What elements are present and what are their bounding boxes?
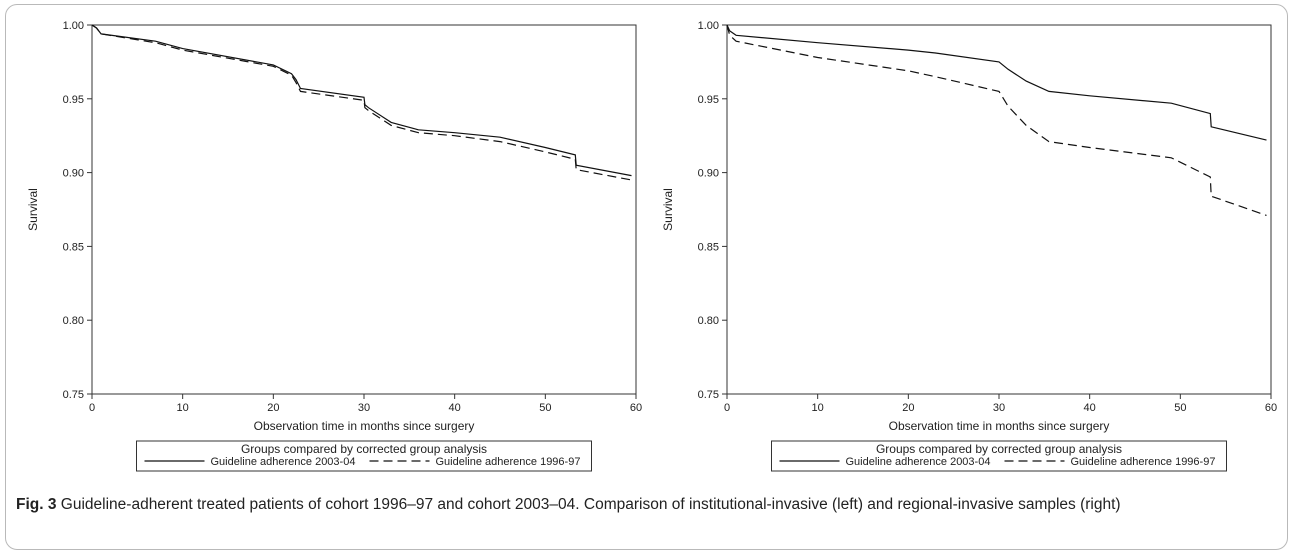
legend-box xyxy=(771,440,1227,472)
x-tick-label: 30 xyxy=(358,402,370,414)
legend-entry: Guideline adherence 1996-97 xyxy=(1071,456,1216,468)
legend-title: Groups compared by corrected group analy… xyxy=(876,442,1122,456)
y-tick-label: 0.90 xyxy=(63,168,84,180)
x-tick-label: 10 xyxy=(812,402,824,414)
legend-title: Groups compared by corrected group analy… xyxy=(241,442,487,456)
x-tick-label: 0 xyxy=(724,402,730,414)
y-tick-label: 0.80 xyxy=(698,315,719,327)
series-line xyxy=(91,24,632,177)
legend-box xyxy=(136,440,592,472)
x-tick-label: 20 xyxy=(267,402,279,414)
chart-left: 0.75 0.80 0.85 0.90 0.95 1.00 0 10 20 30 40 50 60 Obs… xyxy=(26,20,642,472)
y-tick-label: 0.90 xyxy=(698,168,719,180)
y-axis-title: Survival xyxy=(26,188,40,231)
y-tick-label: 0.75 xyxy=(63,389,84,401)
series-line xyxy=(91,24,632,181)
x-tick-label: 0 xyxy=(89,402,95,414)
x-tick-label: 40 xyxy=(449,402,461,414)
y-axis-title: Survival xyxy=(661,188,675,231)
y-tick-label: 0.85 xyxy=(698,241,719,253)
x-tick-label: 10 xyxy=(177,402,189,414)
y-tick-label: 0.95 xyxy=(698,94,719,106)
series-line xyxy=(726,24,1267,141)
x-tick-label: 50 xyxy=(1174,402,1186,414)
chart-right: 0.75 0.80 0.85 0.90 0.95 1.00 0 10 20 30 40 50 60 Obs… xyxy=(661,20,1277,472)
y-tick-label: 0.80 xyxy=(63,315,84,327)
series-line xyxy=(726,24,1267,216)
legend-entry: Guideline adherence 2003-04 xyxy=(211,456,356,468)
x-axis-title: Observation time in months since surgery xyxy=(254,419,475,433)
figure-caption: Fig. 3 Guideline-adherent treated patien… xyxy=(16,494,1278,516)
x-tick-label: 40 xyxy=(1084,402,1096,414)
x-tick-label: 30 xyxy=(993,402,1005,414)
legend-entry: Guideline adherence 2003-04 xyxy=(846,456,991,468)
x-tick-label: 50 xyxy=(539,402,551,414)
x-axis-title: Observation time in months since surgery xyxy=(889,419,1110,433)
y-tick-label: 0.75 xyxy=(698,389,719,401)
x-tick-label: 20 xyxy=(902,402,914,414)
y-tick-label: 0.85 xyxy=(63,241,84,253)
plot-frame xyxy=(726,24,1272,395)
y-tick-label: 1.00 xyxy=(63,20,84,32)
y-tick-label: 1.00 xyxy=(698,20,719,32)
x-tick-label: 60 xyxy=(630,402,642,414)
figure-label: Fig. 3 xyxy=(16,496,57,513)
plot-frame xyxy=(91,24,637,395)
y-tick-label: 0.95 xyxy=(63,94,84,106)
figure-caption-text: Guideline-adherent treated patients of c… xyxy=(60,496,1121,513)
x-tick-label: 60 xyxy=(1265,402,1277,414)
legend-entry: Guideline adherence 1996-97 xyxy=(436,456,581,468)
